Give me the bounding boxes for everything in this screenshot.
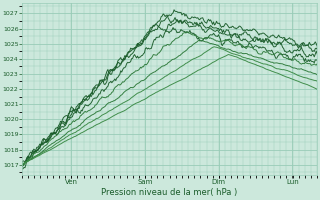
- X-axis label: Pression niveau de la mer( hPa ): Pression niveau de la mer( hPa ): [101, 188, 238, 197]
